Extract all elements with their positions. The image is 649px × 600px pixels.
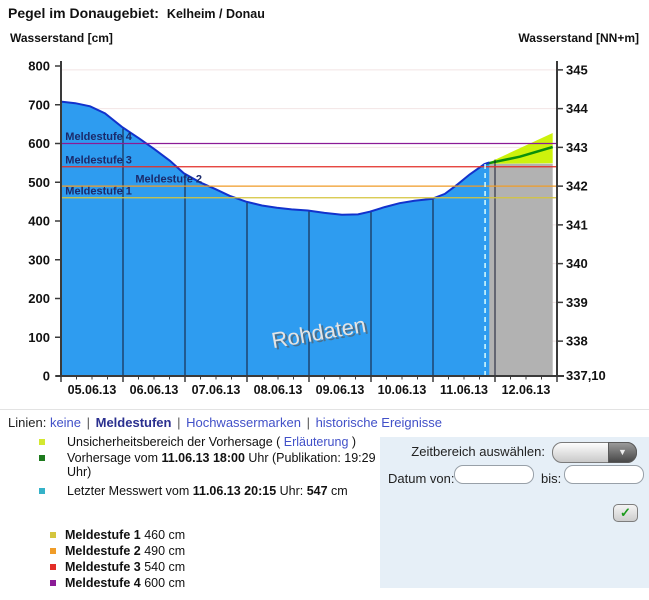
- alert-value: 460 cm: [140, 528, 186, 542]
- zeitbereich-label: Zeitbereich auswählen:: [411, 444, 545, 459]
- alert-line-label: Meldestufe 4: [65, 131, 133, 143]
- alert-value: 600 cm: [140, 576, 186, 590]
- left-axis-title: Wasserstand [cm]: [10, 31, 113, 45]
- forecast-region: [489, 163, 553, 376]
- legend-item-uncertainty: Unsicherheitsbereich der Vorhersage ( Er…: [38, 435, 383, 450]
- alert-legend-item: Meldestufe 4 600 cm: [50, 576, 185, 592]
- alert-swatch: [50, 532, 56, 538]
- alert-line-label: Meldestufe 3: [65, 154, 132, 166]
- date-label: 11.06.13: [440, 383, 488, 397]
- last-value-swatch: [39, 487, 45, 494]
- forecast-datetime: 11.06.13 18:00: [161, 450, 245, 465]
- alert-value: 540 cm: [140, 560, 186, 574]
- alert-swatch: [50, 580, 56, 586]
- last-value-datetime: 11.06.13 20:15: [192, 483, 277, 498]
- right-tick-label: 341: [566, 217, 588, 232]
- bis-input[interactable]: [564, 465, 644, 484]
- alert-line-label: Meldestufe 1: [65, 185, 132, 197]
- forecast-text-mid: Uhr (Publikation: 19:29: [244, 450, 376, 465]
- forecast-text-wrap: Uhr): [67, 465, 92, 479]
- station-name: Kelheim / Donau: [166, 7, 265, 21]
- legend: Unsicherheitsbereich der Vorhersage ( Er…: [38, 435, 383, 499]
- alert-legend-item: Meldestufe 3 540 cm: [50, 560, 185, 576]
- alert-line-label: Meldestufe 2: [135, 174, 202, 186]
- right-axis-title: Wasserstand [NN+m]: [518, 31, 639, 45]
- line-option-historische-ereignisse[interactable]: historische Ereignisse: [315, 415, 443, 430]
- uncertainty-swatch: [39, 439, 45, 445]
- alert-legend-item: Meldestufe 1 460 cm: [50, 528, 185, 544]
- left-tick-label: 300: [28, 252, 50, 267]
- left-tick-label: 100: [28, 330, 50, 345]
- left-tick-label: 400: [28, 214, 50, 229]
- alert-value: 490 cm: [140, 544, 186, 558]
- datum-von-input[interactable]: [454, 465, 534, 484]
- separator: |: [173, 415, 185, 430]
- time-range-panel: Zeitbereich auswählen: ▼ Datum von: bis:…: [380, 437, 649, 588]
- date-label: 10.06.13: [378, 383, 427, 397]
- left-tick-label: 500: [28, 175, 50, 190]
- date-label: 07.06.13: [192, 383, 241, 397]
- zeitbereich-select[interactable]: ▼: [552, 442, 637, 463]
- alert-name: Meldestufe 3: [65, 560, 141, 574]
- right-tick-label: 339: [566, 295, 588, 310]
- last-value-text-mid: Uhr:: [276, 483, 307, 498]
- forecast-swatch: [39, 454, 45, 461]
- erlaeuterung-link[interactable]: Erläuterung: [283, 435, 349, 449]
- rohdaten-area: [61, 101, 490, 376]
- line-option-hochwassermarken[interactable]: Hochwassermarken: [186, 415, 301, 430]
- separator: |: [83, 415, 94, 430]
- date-label: 08.06.13: [254, 383, 303, 397]
- date-label: 09.06.13: [316, 383, 365, 397]
- line-option-meldestufen[interactable]: Meldestufen: [95, 415, 172, 430]
- uncertainty-text: Unsicherheitsbereich der Vorhersage (: [67, 435, 284, 449]
- alert-name: Meldestufe 1: [65, 528, 141, 542]
- line-option-keine[interactable]: keine: [49, 415, 82, 430]
- date-label: 12.06.13: [502, 383, 551, 397]
- left-tick-label: 700: [28, 97, 50, 112]
- uncertainty-band: [486, 133, 553, 164]
- alert-level-legend: Meldestufe 1 460 cm Meldestufe 2 490 cm Me…: [50, 528, 185, 592]
- alert-swatch: [50, 564, 56, 570]
- right-tick-label: 343: [566, 140, 588, 155]
- left-tick-label: 800: [28, 59, 50, 74]
- legend-item-forecast: Vorhersage vom 11.06.13 18:00 Uhr (Publi…: [38, 451, 383, 480]
- uncertainty-text-after: ): [348, 435, 357, 449]
- right-tick-label: 338: [566, 334, 588, 349]
- alert-name: Meldestufe 2: [65, 544, 141, 558]
- forecast-line: [486, 145, 554, 165]
- date-label: 06.06.13: [130, 383, 179, 397]
- date-label: 05.06.13: [68, 383, 117, 397]
- last-value-text: Letzter Messwert vom: [67, 483, 193, 498]
- right-tick-label: 345: [566, 62, 588, 77]
- left-tick-label: 600: [28, 136, 50, 151]
- forecast-text: Vorhersage vom: [67, 450, 162, 465]
- separator: |: [302, 415, 314, 430]
- page-title: Pegel im Donaugebiet: Kelheim / Donau: [8, 5, 265, 23]
- alert-swatch: [50, 548, 56, 554]
- check-icon: ✓: [620, 505, 631, 520]
- left-tick-label: 0: [43, 369, 50, 384]
- line-options-label: Linien:: [8, 415, 47, 430]
- right-tick-label: 344: [566, 101, 588, 116]
- right-tick-label: 340: [566, 256, 588, 271]
- last-value-number: 547: [306, 483, 328, 498]
- left-tick-label: 200: [28, 291, 50, 306]
- right-axis-zero-label: 337,10: [566, 368, 606, 383]
- divider: [0, 409, 649, 410]
- last-value-unit: cm: [327, 483, 348, 498]
- line-options-bar: Linien: keine | Meldestufen | Hochwasser…: [8, 415, 442, 430]
- alert-legend-item: Meldestufe 2 490 cm: [50, 544, 185, 560]
- chevron-down-icon[interactable]: ▼: [608, 442, 637, 463]
- datum-von-label: Datum von:: [388, 471, 455, 486]
- submit-button[interactable]: ✓: [613, 504, 638, 522]
- alert-name: Meldestufe 4: [65, 576, 141, 590]
- legend-item-last-value: Letzter Messwert vom 11.06.13 20:15 Uhr:…: [38, 484, 383, 499]
- right-tick-label: 342: [566, 179, 588, 194]
- bis-label: bis:: [541, 471, 562, 486]
- page-title-prefix: Pegel im Donaugebiet:: [8, 5, 159, 21]
- line-options: keine | Meldestufen | Hochwassermarken |…: [50, 415, 442, 430]
